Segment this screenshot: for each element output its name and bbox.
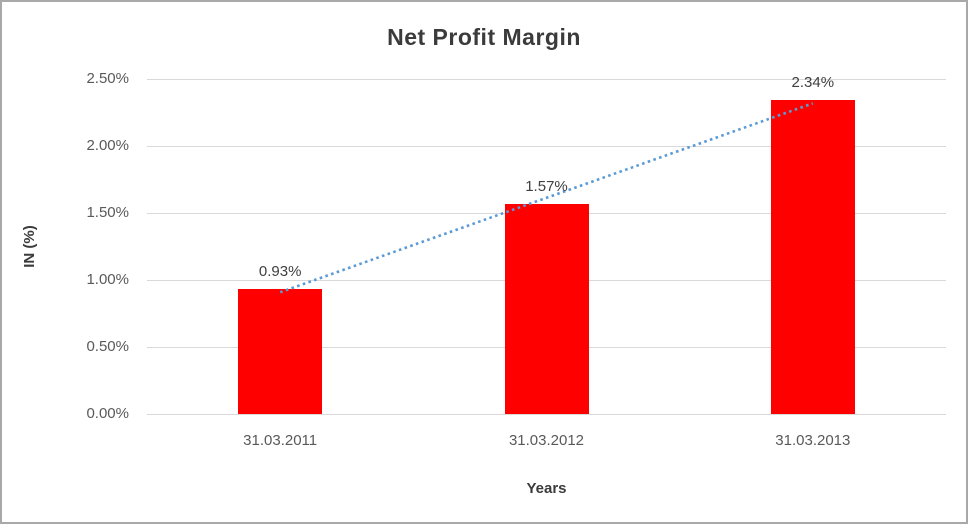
y-tick-label: 2.50% [86,70,129,87]
trendline [279,102,814,294]
data-label: 1.57% [525,177,568,195]
y-tick-label: 1.50% [86,204,129,221]
gridline [147,79,946,80]
y-tick-label: 0.00% [86,405,129,422]
x-tick-label: 31.03.2011 [243,432,318,449]
x-tick-label: 31.03.2013 [775,432,851,449]
bar-31.03.2011 [238,289,323,414]
y-axis-title-text: IN (%) [20,225,38,268]
bar-31.03.2013 [770,100,855,414]
y-tick-label: 0.50% [86,338,129,355]
data-label: 0.93% [258,263,302,281]
chart-title: Net Profit Margin [387,24,581,50]
x-tick-label: 31.03.2012 [508,432,585,449]
data-label: 2.34% [791,74,835,92]
y-tick-label: 1.00% [86,271,129,288]
y-tick-label: 2.00% [86,137,129,154]
plot-area: 0.93% 1.57% 2.34% [147,74,946,415]
y-axis-title: IN (%) [18,79,40,414]
x-axis-title: Years [526,480,567,497]
bar-31.03.2012 [504,203,589,414]
trendline-path [279,102,814,294]
gridline [147,414,946,415]
gridline [147,146,946,147]
